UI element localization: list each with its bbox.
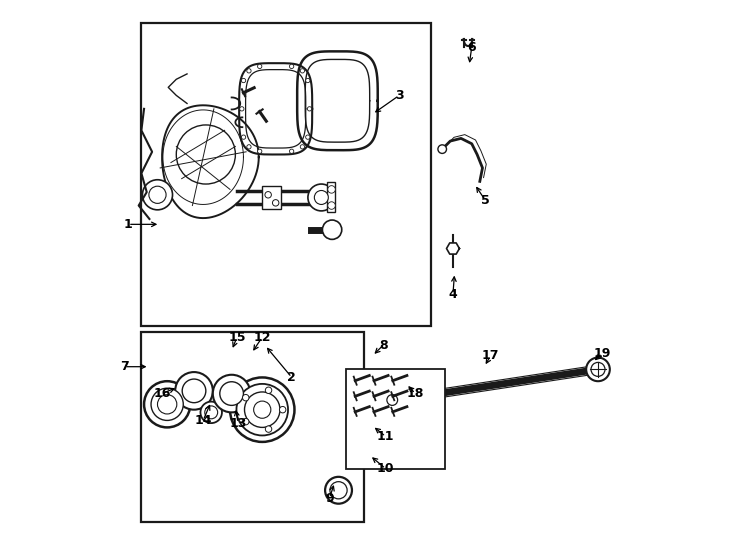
Circle shape [242,394,249,401]
Text: 17: 17 [482,349,499,362]
Circle shape [308,184,335,211]
Bar [142,332,364,523]
Circle shape [205,406,218,419]
Text: 5: 5 [481,194,490,207]
Circle shape [360,448,374,463]
Text: 11: 11 [377,430,395,443]
Circle shape [247,69,251,73]
Text: 12: 12 [253,330,271,343]
Text: 10: 10 [377,462,395,475]
Circle shape [325,477,352,504]
Circle shape [380,388,404,412]
Text: 9: 9 [325,492,334,505]
Circle shape [236,384,288,435]
Circle shape [289,149,294,153]
Circle shape [230,377,294,442]
Bar [142,23,432,326]
Circle shape [387,395,398,406]
Circle shape [240,107,244,111]
Text: 3: 3 [395,89,404,102]
Circle shape [254,401,271,418]
Circle shape [213,375,250,413]
Circle shape [258,149,262,153]
Circle shape [265,387,272,394]
Text: 16: 16 [153,387,170,400]
Circle shape [258,64,262,69]
Circle shape [365,426,380,440]
Circle shape [144,381,190,427]
Circle shape [322,220,342,239]
Circle shape [241,135,246,139]
Circle shape [175,372,213,410]
Circle shape [328,202,335,210]
Circle shape [314,191,328,205]
Circle shape [151,388,184,421]
Text: 19: 19 [594,347,611,360]
Circle shape [265,192,272,198]
Circle shape [328,186,335,193]
Circle shape [158,395,177,414]
Circle shape [265,426,272,433]
Circle shape [300,145,305,149]
Bar [327,183,335,212]
Circle shape [241,78,246,83]
Circle shape [272,200,279,206]
Circle shape [149,186,166,204]
Circle shape [330,482,347,499]
Text: 15: 15 [228,330,246,343]
Circle shape [182,379,206,403]
Circle shape [355,443,379,467]
Circle shape [305,78,310,83]
Text: 1: 1 [123,218,132,231]
Circle shape [305,135,310,139]
Circle shape [242,418,249,425]
Bar [262,186,281,210]
Circle shape [360,421,384,444]
Text: 14: 14 [195,414,212,427]
Text: 2: 2 [288,371,296,384]
Circle shape [142,180,172,210]
Text: 18: 18 [407,387,424,400]
Circle shape [219,382,244,406]
Circle shape [308,107,312,111]
Circle shape [289,64,294,69]
Circle shape [176,125,236,184]
Circle shape [438,145,446,153]
Text: 13: 13 [230,416,247,430]
Text: 6: 6 [468,40,476,53]
Bar [346,369,445,469]
Circle shape [300,69,305,73]
Circle shape [280,407,286,413]
Circle shape [247,145,251,149]
Circle shape [200,402,222,423]
Text: 8: 8 [379,339,388,352]
Text: 7: 7 [120,360,128,373]
Circle shape [591,362,605,376]
Circle shape [586,357,610,381]
Circle shape [244,392,280,427]
Text: 4: 4 [448,288,457,301]
